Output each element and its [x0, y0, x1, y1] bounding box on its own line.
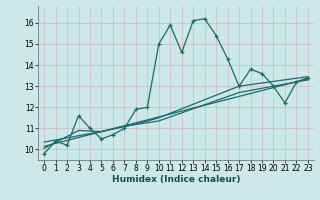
- X-axis label: Humidex (Indice chaleur): Humidex (Indice chaleur): [112, 175, 240, 184]
